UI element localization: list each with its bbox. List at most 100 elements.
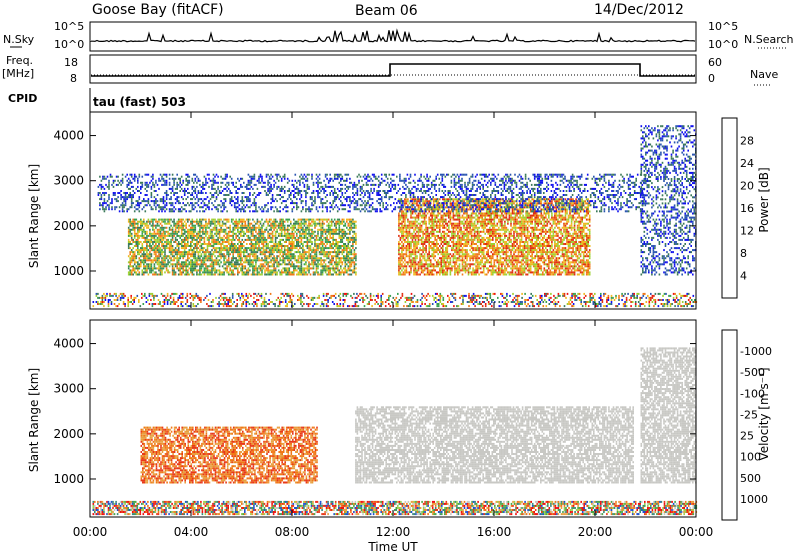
heatmap-cell	[142, 229, 144, 231]
heatmap-cell	[158, 269, 160, 271]
heatmap-cell	[532, 303, 534, 305]
heatmap-cell	[145, 253, 147, 255]
heatmap-cell	[639, 297, 641, 299]
heatmap-cell	[132, 219, 134, 221]
heatmap-cell	[464, 295, 466, 297]
heatmap-cell	[596, 303, 598, 305]
heatmap-cell	[180, 301, 182, 303]
heatmap-cell	[136, 241, 138, 243]
heatmap-cell	[143, 259, 145, 261]
heatmap-cell	[155, 245, 157, 247]
heatmap-cell	[276, 299, 278, 301]
heatmap-cell	[149, 231, 151, 233]
heatmap-cell	[511, 301, 513, 303]
heatmap-cell	[641, 303, 643, 305]
heatmap-cell	[482, 297, 484, 299]
heatmap-cell	[555, 297, 557, 299]
heatmap-cell	[100, 301, 102, 303]
heatmap-cell	[145, 237, 147, 239]
rti-figure: Goose Bay (fitACF) Beam 06 14/Dec/2012 N…	[0, 0, 800, 554]
heatmap-cell	[621, 295, 623, 297]
heatmap-cell	[361, 297, 363, 299]
heatmap-cell	[141, 293, 143, 295]
heatmap-cell	[208, 299, 210, 301]
heatmap-cell	[689, 303, 691, 305]
heatmap-cell	[174, 293, 176, 295]
heatmap-cell	[370, 299, 372, 301]
heatmap-cell	[300, 299, 302, 301]
heatmap-cell	[512, 293, 514, 295]
heatmap-cell	[270, 293, 272, 295]
heatmap-cell	[574, 297, 576, 299]
heatmap-cell	[302, 295, 304, 297]
heatmap-cell	[148, 257, 150, 259]
heatmap-cell	[459, 297, 461, 299]
heatmap-cell	[312, 297, 314, 299]
heatmap-cell	[529, 297, 531, 299]
heatmap-cell	[429, 305, 431, 307]
heatmap-cell	[524, 293, 526, 295]
heatmap-cell	[426, 305, 428, 307]
heatmap-cell	[221, 293, 223, 295]
heatmap-cell	[294, 303, 296, 305]
heatmap-cell	[541, 299, 543, 301]
heatmap-cell	[473, 299, 475, 301]
heatmap-cell	[435, 301, 437, 303]
heatmap-cell	[155, 239, 157, 241]
heatmap-cell	[532, 295, 534, 297]
heatmap-cell	[405, 297, 407, 299]
heatmap-cell	[364, 299, 366, 301]
heatmap-cell	[680, 295, 682, 297]
heatmap-cell	[139, 257, 141, 259]
heatmap-cell	[143, 255, 145, 257]
heatmap-cell	[172, 237, 174, 239]
heatmap-cell	[137, 233, 139, 235]
heatmap-cell	[488, 293, 490, 295]
heatmap-cell	[482, 301, 484, 303]
heatmap-cell	[686, 293, 688, 295]
heatmap-cell	[479, 301, 481, 303]
heatmap-cell	[115, 305, 117, 307]
heatmap-cell	[340, 297, 342, 299]
heatmap-cell	[597, 305, 599, 307]
heatmap-cell	[323, 293, 325, 295]
heatmap-cell	[137, 261, 139, 263]
heatmap-cell	[652, 297, 654, 299]
heatmap-cell	[151, 269, 153, 271]
heatmap-cell	[261, 305, 263, 307]
heatmap-cell	[137, 223, 139, 225]
heatmap-cell	[662, 305, 664, 307]
heatmap-cell	[659, 299, 661, 301]
heatmap-cell	[149, 267, 151, 269]
heatmap-cell	[146, 253, 148, 255]
heatmap-cell	[140, 221, 142, 223]
heatmap-cell	[377, 303, 379, 305]
heatmap-cell	[160, 249, 162, 251]
heatmap-cell	[606, 305, 608, 307]
heatmap-cell	[326, 303, 328, 305]
heatmap-cell	[615, 305, 617, 307]
heatmap-cell	[252, 303, 254, 305]
heatmap-cell	[114, 299, 116, 301]
heatmap-cell	[131, 221, 133, 223]
heatmap-cell	[166, 269, 168, 271]
heatmap-cell	[158, 261, 160, 263]
heatmap-cell	[137, 295, 139, 297]
heatmap-cell	[106, 293, 108, 295]
heatmap-cell	[541, 297, 543, 299]
heatmap-cell	[168, 299, 170, 301]
heatmap-cell	[166, 255, 168, 257]
heatmap-cell	[593, 297, 595, 299]
heatmap-cell	[408, 299, 410, 301]
heatmap-cell	[167, 263, 169, 265]
heatmap-cell	[346, 295, 348, 297]
heatmap-cell	[540, 297, 542, 299]
heatmap-cell	[148, 239, 150, 241]
heatmap-cell	[240, 299, 242, 301]
heatmap-cell	[380, 303, 382, 305]
heatmap-cell	[518, 301, 520, 303]
heatmap-cell	[258, 293, 260, 295]
heatmap-cell	[108, 301, 110, 303]
heatmap-cell	[332, 301, 334, 303]
heatmap-cell	[142, 223, 144, 225]
